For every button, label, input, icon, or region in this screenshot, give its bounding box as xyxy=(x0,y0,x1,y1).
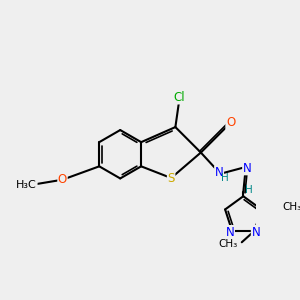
Text: N: N xyxy=(226,226,234,238)
Text: O: O xyxy=(226,116,235,129)
Text: O: O xyxy=(58,173,67,186)
Text: CH₃: CH₃ xyxy=(283,202,300,212)
Text: H: H xyxy=(221,173,229,183)
Text: Cl: Cl xyxy=(174,91,185,104)
Text: N: N xyxy=(215,166,224,179)
Text: S: S xyxy=(167,172,175,184)
Text: H: H xyxy=(245,185,253,195)
Text: N: N xyxy=(251,226,260,238)
Text: H₃C: H₃C xyxy=(16,180,37,190)
Text: N: N xyxy=(243,162,251,175)
Text: CH₃: CH₃ xyxy=(219,238,238,248)
